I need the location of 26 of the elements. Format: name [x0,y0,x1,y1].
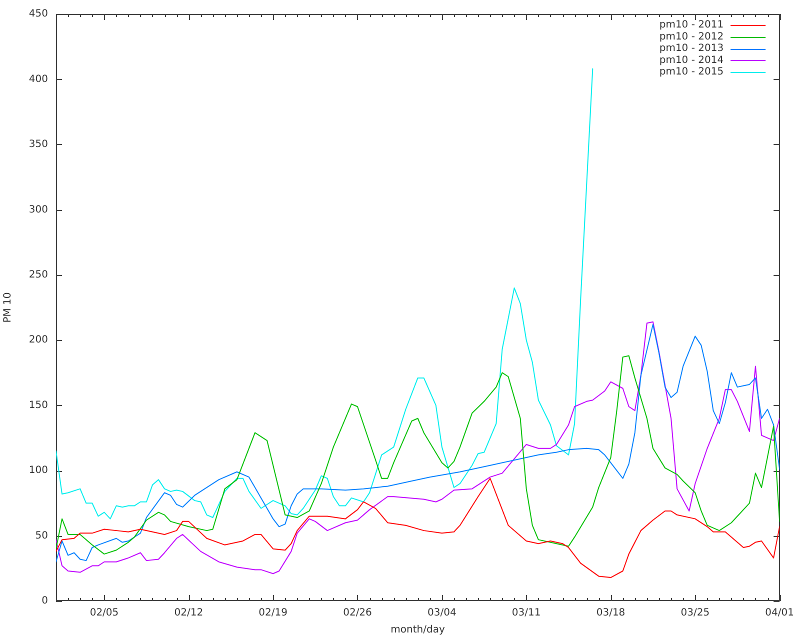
x-tick-label: 02/26 [343,608,372,619]
x-tick-label: 04/01 [765,608,794,619]
y-tick-label: 200 [28,334,48,346]
legend-label: pm10 - 2015 [659,66,724,78]
legend-label: pm10 - 2011 [659,19,724,30]
x-tick-label: 03/04 [428,608,456,619]
x-axis-title: month/day [390,624,445,636]
y-tick-label: 300 [28,204,48,216]
x-tick-label: 02/12 [174,608,204,619]
y-tick-label: 100 [28,465,48,476]
legend-label: pm10 - 2013 [659,43,724,54]
y-tick-label: 0 [42,596,48,607]
y-tick-label: 400 [28,74,48,85]
x-tick-label: 03/11 [512,608,541,619]
x-tick-label: 02/05 [90,608,119,619]
x-tick-label: 03/18 [596,608,626,619]
legend-label: pm10 - 2014 [659,54,724,66]
y-tick-label: 50 [35,530,48,542]
y-tick-label: 150 [28,400,48,411]
y-tick-label: 250 [28,269,48,280]
y-tick-label: 350 [28,139,48,150]
y-tick-label: 450 [28,8,48,20]
x-tick-label: 02/19 [258,608,288,619]
x-tick-label: 03/25 [680,608,710,619]
legend-label: pm10 - 2012 [659,31,724,42]
y-axis-title: PM 10 [2,292,14,323]
